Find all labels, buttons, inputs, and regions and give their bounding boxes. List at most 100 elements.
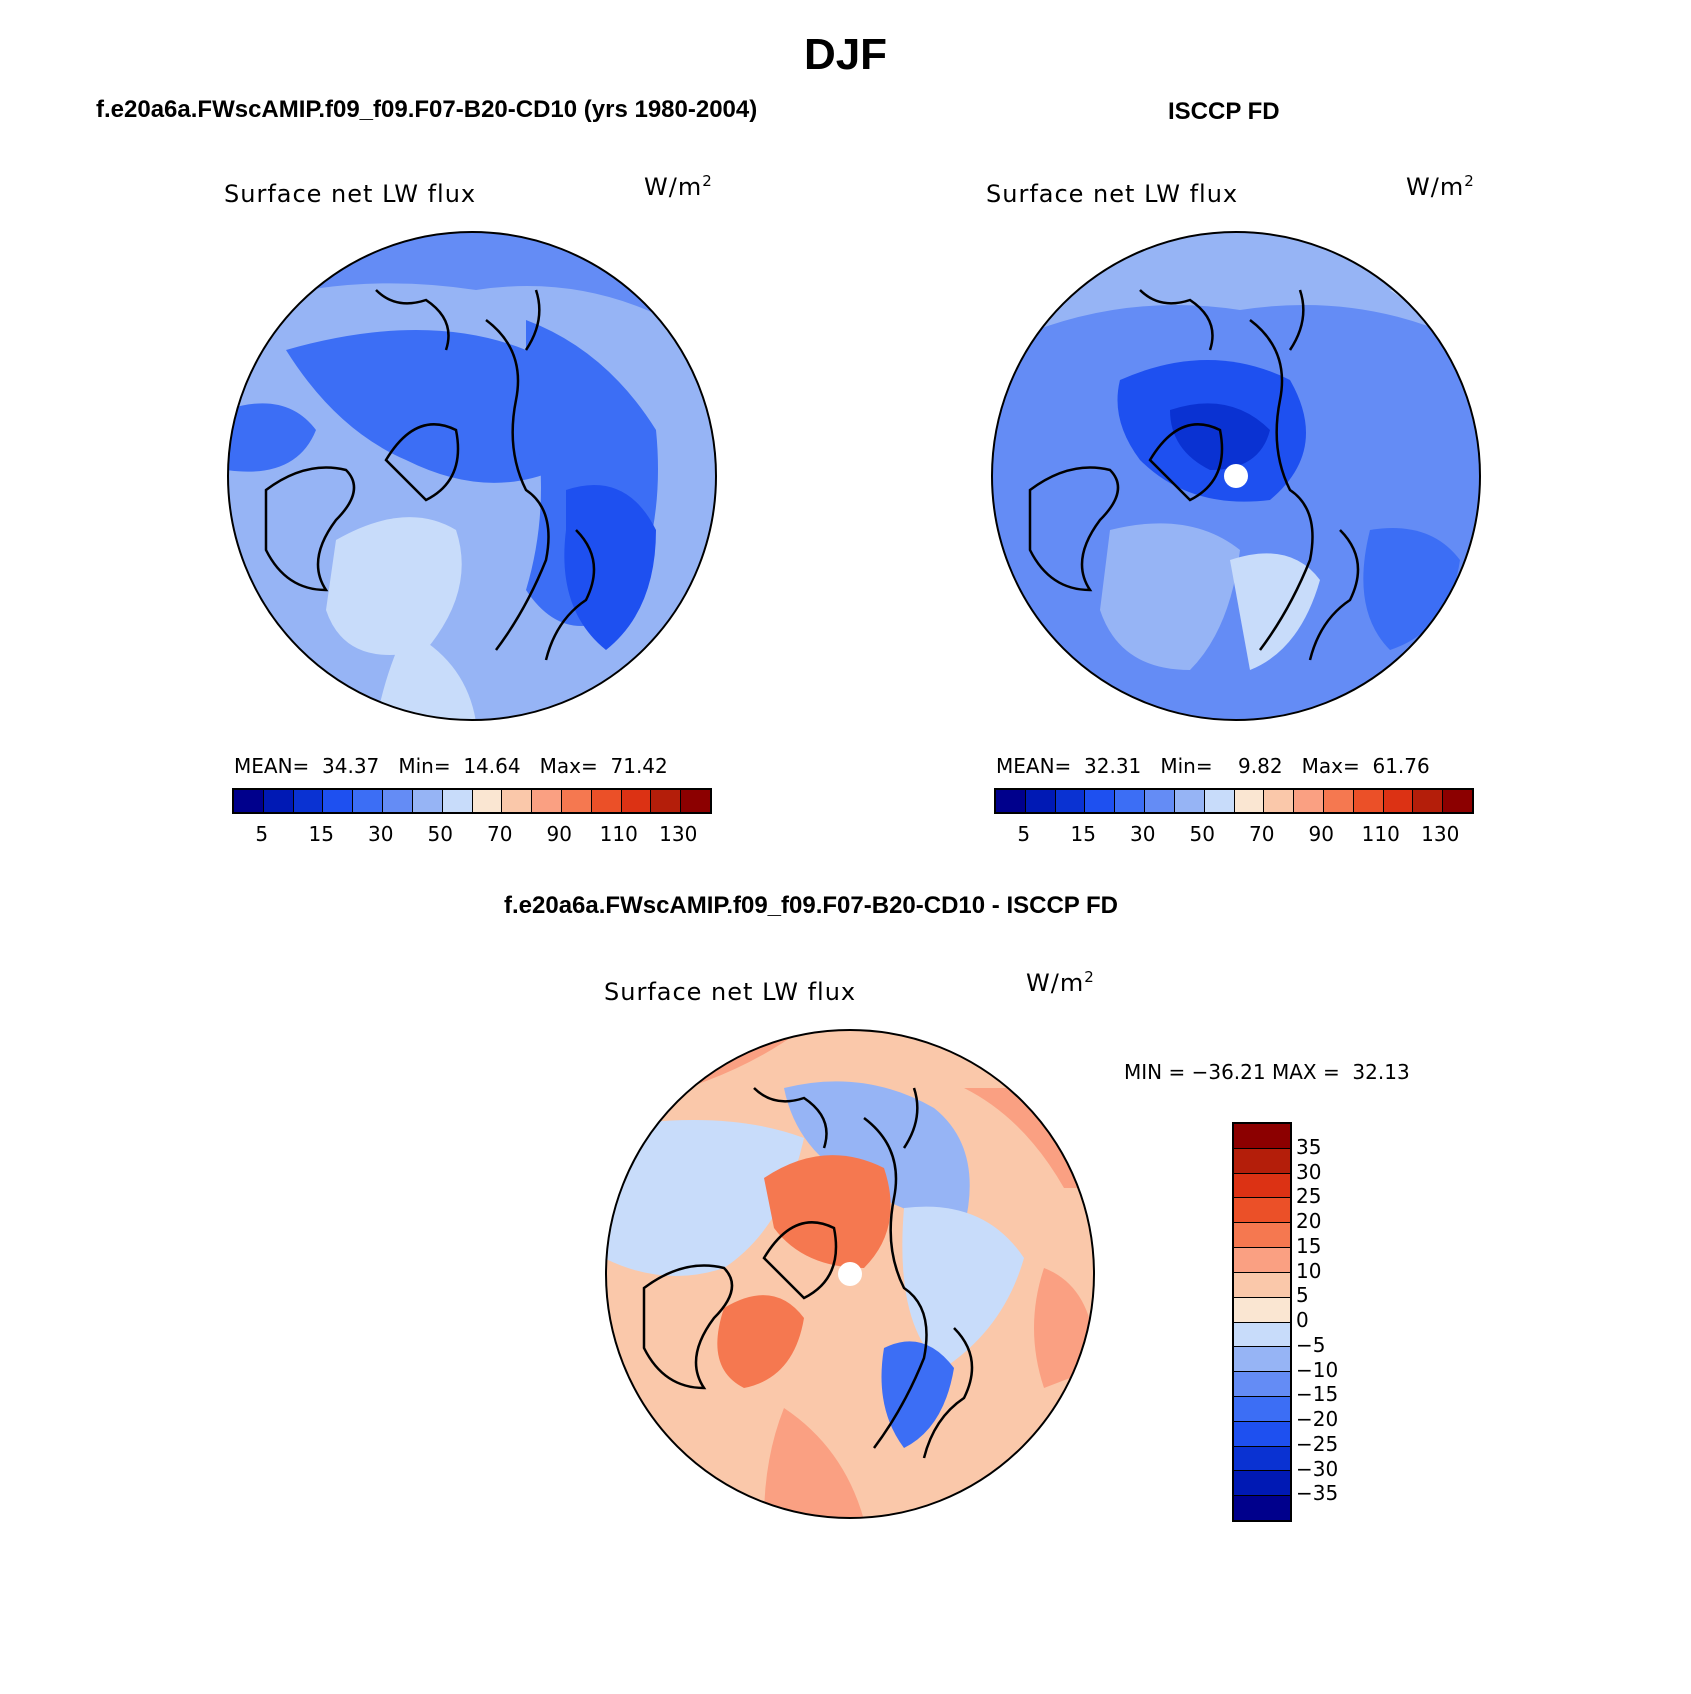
colorbar-tick-label: −5 bbox=[1296, 1332, 1326, 1357]
panel-model-variable: Surface net LW flux bbox=[224, 180, 477, 208]
colorbar-tick-label: 35 bbox=[1296, 1134, 1322, 1159]
colorbar-swatch bbox=[1234, 1421, 1290, 1447]
panel-model-map bbox=[227, 231, 717, 721]
colorbar-swatch bbox=[1413, 790, 1444, 812]
colorbar-swatch bbox=[1055, 790, 1086, 812]
colorbar-tick-label: 50 bbox=[427, 822, 453, 846]
colorbar-swatch bbox=[1443, 790, 1472, 812]
colorbar-swatch bbox=[1145, 790, 1175, 812]
colorbar-swatch bbox=[442, 790, 473, 812]
colorbar-swatch bbox=[1174, 790, 1205, 812]
main-title: DJF bbox=[803, 30, 888, 79]
colorbar-tick-label: 25 bbox=[1296, 1184, 1322, 1209]
colorbar-tick-label: −20 bbox=[1296, 1407, 1339, 1431]
colorbar-tick-label: 90 bbox=[1308, 822, 1334, 846]
colorbar-swatch bbox=[1234, 1223, 1290, 1249]
panel-obs-units: W/m2 bbox=[1406, 172, 1475, 201]
panel-obs-stats: MEAN= 32.31 Min= 9.82 Max= 61.76 bbox=[996, 754, 1430, 778]
colorbar-tick-label: 90 bbox=[546, 822, 572, 846]
colorbar-swatch bbox=[1234, 1124, 1290, 1149]
colorbar-tick-label: 15 bbox=[308, 822, 334, 846]
colorbar-swatch bbox=[323, 790, 354, 812]
colorbar-tick-label: 20 bbox=[1296, 1209, 1322, 1233]
colorbar-swatch bbox=[681, 790, 710, 812]
colorbar-tick-label: −15 bbox=[1296, 1382, 1339, 1407]
colorbar-tick-label: 30 bbox=[1296, 1159, 1322, 1184]
colorbar-tick-label: 130 bbox=[1421, 822, 1460, 846]
colorbar-swatch bbox=[1353, 790, 1384, 812]
colorbar-swatch bbox=[1234, 1471, 1290, 1497]
colorbar-swatch bbox=[1234, 1297, 1290, 1323]
panel-diff-variable: Surface net LW flux bbox=[604, 978, 857, 1006]
colorbar-swatch bbox=[234, 790, 264, 812]
panel-model-colorbar-ticks: 5 15 30 50 70 90 110 130 bbox=[232, 822, 708, 848]
colorbar-swatch bbox=[472, 790, 503, 812]
panel-model-heading: f.e20a6a.FWscAMIP.f09_f09.F07-B20-CD10 (… bbox=[96, 96, 758, 123]
panel-model-stats: MEAN= 34.37 Min= 14.64 Max= 71.42 bbox=[234, 754, 668, 778]
colorbar-swatch bbox=[1234, 1272, 1290, 1298]
colorbar-tick-label: 10 bbox=[1296, 1258, 1322, 1283]
panel-model-colorbar bbox=[232, 788, 712, 814]
colorbar-swatch bbox=[1234, 790, 1265, 812]
panel-diff-stats: MIN = −36.21 MAX = 32.13 bbox=[1124, 1060, 1410, 1084]
panel-diff-map bbox=[605, 1029, 1095, 1519]
colorbar-swatch bbox=[1234, 1446, 1290, 1472]
colorbar-swatch bbox=[293, 790, 324, 812]
colorbar-swatch bbox=[1085, 790, 1116, 812]
colorbar-swatch bbox=[502, 790, 533, 812]
colorbar-tick-label: 15 bbox=[1296, 1233, 1322, 1258]
colorbar-swatch bbox=[996, 790, 1026, 812]
colorbar-tick-label: −30 bbox=[1296, 1456, 1339, 1481]
colorbar-swatch bbox=[1204, 790, 1235, 812]
panel-diff-colorbar bbox=[1232, 1122, 1292, 1522]
panel-obs-colorbar-ticks: 5 15 30 50 70 90 110 130 bbox=[994, 822, 1470, 848]
colorbar-swatch bbox=[561, 790, 592, 812]
colorbar-swatch bbox=[1234, 1322, 1290, 1348]
colorbar-swatch bbox=[532, 790, 562, 812]
colorbar-swatch bbox=[651, 790, 682, 812]
colorbar-swatch bbox=[1234, 1372, 1290, 1397]
colorbar-swatch bbox=[591, 790, 622, 812]
panel-diff-colorbar-ticks: 35 30 25 20 15 10 5 0 −5 −10 −15 −20 −25 −30 −35 bbox=[1296, 1122, 1356, 1518]
colorbar-tick-label: 50 bbox=[1189, 822, 1215, 846]
panel-obs-map bbox=[991, 231, 1481, 721]
colorbar-swatch bbox=[353, 790, 384, 812]
colorbar-swatch bbox=[1294, 790, 1324, 812]
colorbar-swatch bbox=[621, 790, 652, 812]
colorbar-tick-label: 110 bbox=[1361, 822, 1400, 846]
colorbar-swatch bbox=[412, 790, 443, 812]
colorbar-tick-label: 30 bbox=[368, 822, 394, 846]
colorbar-swatch bbox=[1234, 1396, 1290, 1422]
panel-diff-units: W/m2 bbox=[1026, 968, 1095, 997]
colorbar-swatch bbox=[1234, 1248, 1290, 1273]
colorbar-tick-label: 15 bbox=[1070, 822, 1096, 846]
panel-diff-heading: f.e20a6a.FWscAMIP.f09_f09.F07-B20-CD10 -… bbox=[504, 892, 1119, 919]
colorbar-swatch bbox=[383, 790, 413, 812]
colorbar-swatch bbox=[1323, 790, 1354, 812]
panel-obs-variable: Surface net LW flux bbox=[986, 180, 1239, 208]
colorbar-tick-label: 5 bbox=[1017, 822, 1031, 846]
colorbar-swatch bbox=[1115, 790, 1146, 812]
colorbar-swatch bbox=[1234, 1347, 1290, 1373]
panel-model-units: W/m2 bbox=[644, 172, 713, 201]
colorbar-tick-label: 0 bbox=[1296, 1308, 1309, 1332]
panel-obs-heading: ISCCP FD bbox=[1168, 98, 1280, 125]
colorbar-tick-label: 5 bbox=[255, 822, 269, 846]
colorbar-swatch bbox=[1383, 790, 1414, 812]
colorbar-swatch bbox=[1234, 1173, 1290, 1199]
colorbar-swatch bbox=[1234, 1148, 1290, 1174]
colorbar-tick-label: 130 bbox=[659, 822, 698, 846]
colorbar-tick-label: −25 bbox=[1296, 1431, 1339, 1456]
colorbar-swatch bbox=[1025, 790, 1056, 812]
colorbar-swatch bbox=[1234, 1496, 1290, 1520]
colorbar-swatch bbox=[1264, 790, 1295, 812]
colorbar-swatch bbox=[263, 790, 294, 812]
colorbar-tick-label: −10 bbox=[1296, 1357, 1339, 1382]
colorbar-tick-label: −35 bbox=[1296, 1481, 1339, 1506]
colorbar-tick-label: 5 bbox=[1296, 1283, 1309, 1308]
colorbar-tick-label: 110 bbox=[599, 822, 638, 846]
colorbar-tick-label: 30 bbox=[1130, 822, 1156, 846]
colorbar-tick-label: 70 bbox=[487, 822, 513, 846]
colorbar-swatch bbox=[1234, 1198, 1290, 1224]
panel-obs-colorbar bbox=[994, 788, 1474, 814]
